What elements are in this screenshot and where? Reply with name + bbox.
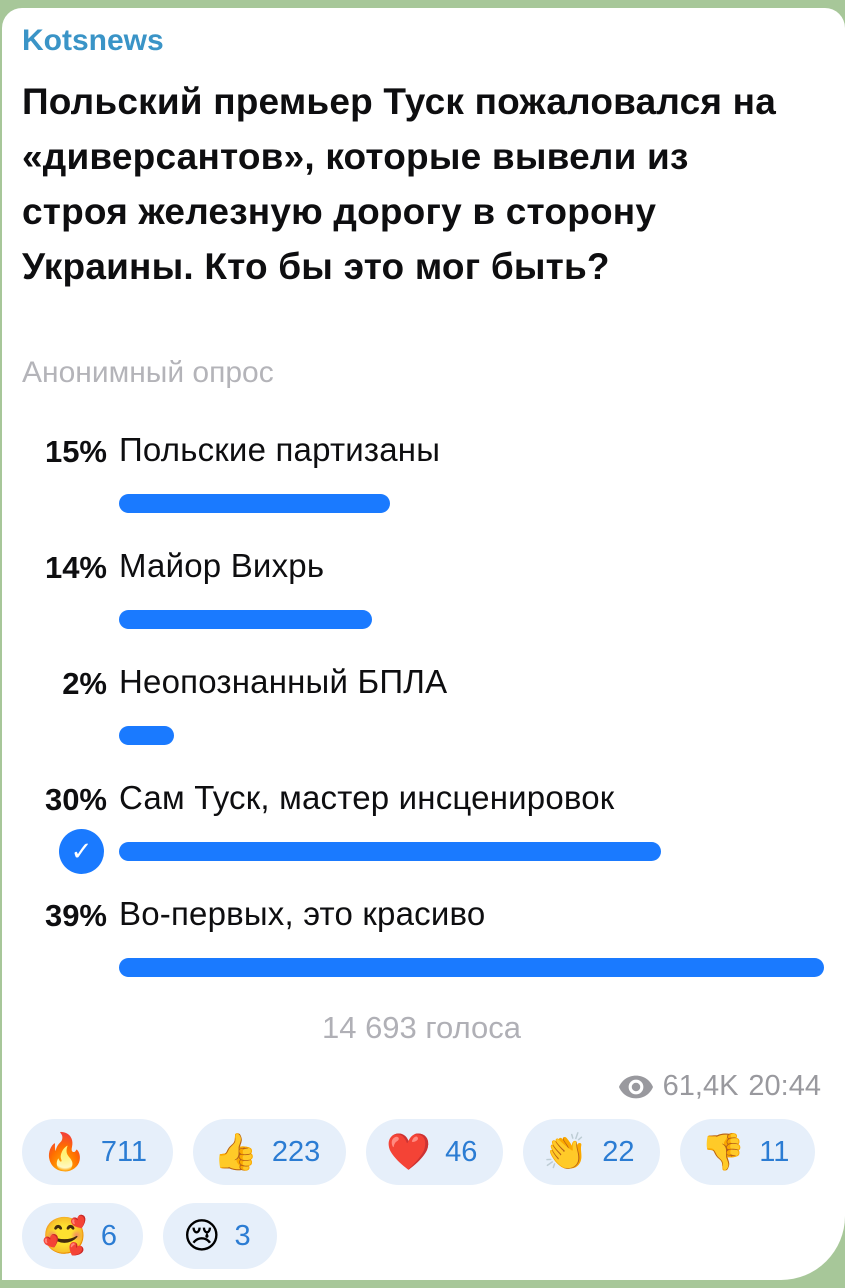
poll-option-3[interactable]: 2% Неопознанный БПЛА ✓ xyxy=(22,662,821,745)
poll-option-bar xyxy=(119,494,390,513)
poll-option-bar xyxy=(119,726,174,745)
reaction-heart[interactable]: ❤️ 46 xyxy=(366,1119,504,1185)
reaction-count: 22 xyxy=(602,1135,635,1168)
thumbs-down-emoji-icon: 👎 xyxy=(700,1131,746,1172)
reaction-count: 3 xyxy=(234,1219,251,1252)
crying-emoji-icon: 😢 xyxy=(182,1215,221,1256)
poll-option-5[interactable]: 39% Во-первых, это красиво ✓ xyxy=(22,894,824,977)
poll-option-percent: 2% xyxy=(62,666,107,701)
checkmark-glyph: ✓ xyxy=(70,836,93,866)
poll-option-bar xyxy=(119,842,661,861)
poll-option-bar xyxy=(119,610,372,629)
thumbs-up-emoji-icon: 👍 xyxy=(213,1131,258,1172)
reaction-fire[interactable]: 🔥 711 xyxy=(22,1119,174,1185)
poll-option-label: Майор Вихрь xyxy=(119,547,325,584)
message-bubble: Kotsnews Польский премьер Туск пожаловал… xyxy=(2,8,845,1280)
reaction-count: 223 xyxy=(271,1135,321,1168)
reaction-count: 6 xyxy=(100,1219,117,1252)
poll-option-1[interactable]: 15% Польские партизаны ✓ xyxy=(22,430,821,513)
poll-option-label: Во-первых, это красиво xyxy=(119,895,486,932)
poll-type-label: Анонимный опрос xyxy=(22,356,274,389)
poll-question: Польский премьер Туск пожаловался на «ди… xyxy=(22,81,776,287)
heart-emoji-icon: ❤️ xyxy=(386,1131,432,1172)
reaction-clap[interactable]: 👏 22 xyxy=(523,1119,661,1185)
fire-emoji-icon: 🔥 xyxy=(42,1131,87,1172)
reaction-count: 711 xyxy=(100,1135,148,1168)
poll-option-bar xyxy=(119,958,824,977)
reaction-crying[interactable]: 😢 3 xyxy=(162,1203,277,1269)
poll-option-label: Неопознанный БПЛА xyxy=(119,663,448,700)
poll-option-percent: 15% xyxy=(44,434,107,469)
reactions-bar: 🔥 711 👍 223 ❤️ 46 👏 22 👎 11 🥰 6 😢 3 xyxy=(22,1119,821,1269)
smiling-hearts-emoji-icon: 🥰 xyxy=(42,1215,87,1256)
vote-checkmark-icon: ✓ xyxy=(59,829,104,874)
poll-option-percent: 14% xyxy=(44,550,107,585)
poll-option-label: Польские партизаны xyxy=(119,431,441,468)
eye-icon xyxy=(618,1075,653,1098)
poll-option-label: Сам Туск, мастер инсценировок xyxy=(119,779,615,816)
reaction-thumbs-down[interactable]: 👎 11 xyxy=(680,1119,816,1185)
reaction-count: 11 xyxy=(759,1135,790,1168)
reaction-count: 46 xyxy=(445,1135,478,1168)
message-meta: 61,4K 20:44 xyxy=(22,1070,821,1103)
channel-name[interactable]: Kotsnews xyxy=(22,24,164,57)
message-time: 20:44 xyxy=(748,1070,821,1102)
poll-option-4[interactable]: 30% Сам Туск, мастер инсценировок ✓ xyxy=(22,778,821,874)
poll-option-percent: 30% xyxy=(44,782,107,817)
poll-option-percent: 39% xyxy=(44,898,107,933)
reaction-thumbs-up[interactable]: 👍 223 xyxy=(193,1119,347,1185)
clap-emoji-icon: 👏 xyxy=(543,1131,589,1172)
reaction-smiling-hearts[interactable]: 🥰 6 xyxy=(22,1203,143,1269)
poll-options-list: 15% Польские партизаны ✓ 14% Майор Вихрь… xyxy=(22,430,824,977)
poll-option-2[interactable]: 14% Майор Вихрь ✓ xyxy=(22,546,821,629)
poll-votes-total: 14 693 голоса xyxy=(321,1010,522,1045)
views-count: 61,4K xyxy=(662,1070,739,1102)
